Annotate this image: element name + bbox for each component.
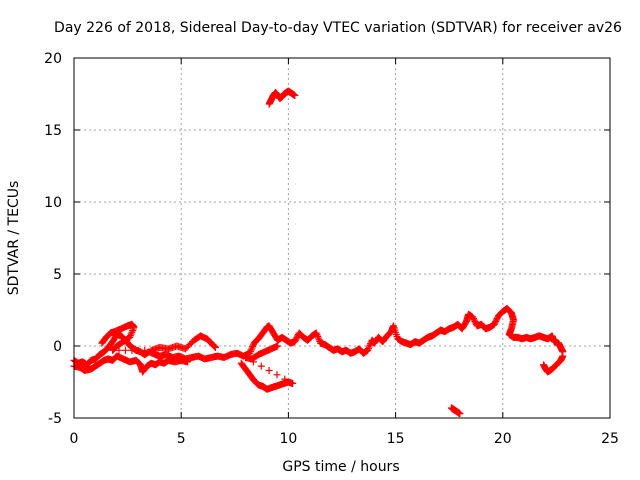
data-point	[315, 336, 323, 344]
data-point	[109, 346, 117, 354]
data-point	[247, 348, 255, 356]
data-point	[281, 375, 289, 383]
data-point	[366, 341, 374, 349]
data-point	[265, 366, 273, 374]
data-point	[314, 334, 322, 342]
data-point	[289, 379, 297, 387]
data-point	[121, 346, 129, 354]
y-tick-label: 5	[53, 267, 62, 283]
data-point	[364, 346, 372, 354]
x-tick-label: 0	[70, 431, 79, 447]
data-point	[210, 342, 218, 350]
data-point	[273, 371, 281, 379]
data-point	[115, 346, 123, 354]
series-early-upper-branch	[98, 320, 220, 354]
x-axis-label: GPS time / hours	[282, 459, 399, 475]
data-point	[134, 346, 142, 354]
data-point	[128, 346, 136, 354]
data-point	[257, 362, 265, 370]
data-point	[247, 346, 255, 354]
data-point	[314, 332, 322, 340]
data-point	[249, 342, 257, 350]
data-point	[110, 345, 118, 353]
data-point	[212, 343, 220, 351]
data-point	[130, 323, 138, 331]
x-tick-label: 20	[494, 431, 512, 447]
y-tick-label: 20	[44, 51, 62, 67]
data-point	[248, 344, 256, 352]
data-point	[274, 342, 282, 350]
y-tick-labels: -5 0 5 10 15 20	[44, 51, 62, 427]
series-late-lower-segment	[447, 404, 464, 418]
x-tick-label: 25	[601, 431, 619, 447]
x-tick-label: 5	[177, 431, 186, 447]
data-point	[313, 331, 321, 339]
x-tick-labels: 0 5 10 15 20 25	[70, 431, 619, 447]
data-point	[365, 343, 373, 351]
data-point	[129, 327, 137, 335]
series-main-trace	[70, 305, 567, 369]
data-point	[184, 358, 192, 366]
y-tick-label: 0	[53, 339, 62, 355]
series-early-lower-band	[70, 352, 192, 376]
data-points	[70, 87, 567, 418]
y-tick-label: 10	[44, 195, 62, 211]
chart-title: Day 226 of 2018, Sidereal Day-to-day VTE…	[54, 20, 622, 36]
x-tick-label: 15	[387, 431, 405, 447]
series-mid-lower-loop	[237, 342, 297, 393]
y-tick-label: -5	[48, 411, 62, 427]
plot-frame	[73, 57, 611, 419]
data-point	[128, 328, 136, 336]
y-axis-label: SDTVAR / TECUs	[6, 181, 22, 296]
data-point	[559, 352, 567, 360]
x-tick-label: 10	[279, 431, 297, 447]
data-point	[129, 325, 137, 333]
data-point	[127, 330, 135, 338]
data-point	[211, 343, 219, 351]
data-point	[312, 329, 320, 337]
data-point	[456, 410, 464, 418]
data-point	[109, 346, 117, 354]
data-point	[364, 345, 372, 353]
data-point	[141, 346, 149, 354]
y-tick-label: 15	[44, 123, 62, 139]
data-point	[291, 91, 299, 99]
series-upper-excursion	[265, 87, 299, 108]
series-end-lower-branch	[540, 352, 567, 376]
